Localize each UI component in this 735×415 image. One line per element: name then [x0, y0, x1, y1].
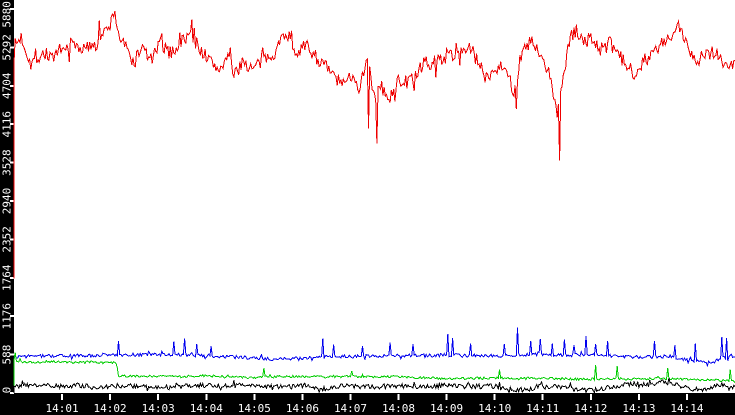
- black-series-line: [13, 377, 735, 395]
- y-axis-tick: [10, 46, 14, 49]
- y-axis-tick-label: 2352: [1, 226, 14, 253]
- y-axis-tick-label: 1764: [1, 264, 14, 291]
- y-axis-tick: [10, 8, 14, 10]
- y-axis-tick: [10, 84, 14, 87]
- blue-series-line: [13, 327, 735, 368]
- y-axis-tick: [10, 353, 14, 356]
- x-axis-tick-label: 14:03: [142, 402, 175, 415]
- x-axis-tick-label: 14:08: [382, 402, 415, 415]
- x-axis-tick-label: 14:09: [430, 402, 463, 415]
- x-axis-tick: [301, 394, 304, 400]
- x-axis-tick-label: 14:11: [526, 402, 559, 415]
- y-axis-tick-label: 5880: [1, 1, 14, 28]
- y-axis-tick: [10, 392, 14, 394]
- x-axis-tick: [541, 394, 544, 400]
- x-axis-tick: [109, 394, 112, 400]
- y-axis-tick-label: 3528: [1, 149, 14, 176]
- y-axis-tick-label: 4704: [1, 72, 14, 99]
- x-axis-tick-label: 14:01: [46, 402, 79, 415]
- y-axis-tick: [10, 123, 14, 126]
- y-axis-tick: [10, 238, 14, 241]
- x-axis-tick-label: 14:02: [94, 402, 127, 415]
- x-axis-tick: [205, 394, 208, 400]
- y-axis-tick-label: 4116: [1, 111, 14, 138]
- x-axis-tick-label: 14:10: [478, 402, 511, 415]
- green-series-line: [13, 352, 735, 393]
- y-axis-tick: [10, 200, 14, 202]
- x-axis-tick: [589, 394, 592, 400]
- x-axis-tick: [349, 394, 352, 400]
- x-axis-tick-label: 14:14: [670, 402, 703, 415]
- x-axis-tick: [253, 394, 256, 400]
- x-axis-tick: [445, 394, 448, 400]
- x-axis-tick-label: 14:05: [238, 402, 271, 415]
- x-axis-tick: [61, 394, 64, 400]
- x-axis-tick: [493, 394, 496, 400]
- y-axis-tick: [10, 161, 14, 164]
- x-axis-tick-label: 14:12: [574, 402, 607, 415]
- y-axis-tick-label: 0: [1, 387, 14, 394]
- y-axis-tick: [10, 276, 14, 279]
- x-axis-tick: [157, 394, 160, 400]
- x-axis-tick-label: 14:13: [622, 402, 655, 415]
- x-axis-tick: [637, 394, 640, 400]
- y-axis-tick-label: 588: [1, 345, 14, 365]
- y-axis-tick: [10, 315, 14, 318]
- y-axis-strip: [0, 0, 14, 415]
- x-axis-tick: [685, 394, 688, 400]
- x-axis-tick: [397, 394, 400, 400]
- y-axis-tick-label: 5292: [1, 34, 14, 61]
- x-axis-tick-label: 14:04: [190, 402, 223, 415]
- y-axis-tick-label: 2940: [1, 188, 14, 215]
- x-axis-tick-label: 14:07: [334, 402, 367, 415]
- x-axis-strip: [0, 393, 735, 415]
- y-axis-tick-label: 1176: [1, 303, 14, 330]
- x-axis-tick-label: 14:06: [286, 402, 319, 415]
- red-series-line: [13, 10, 735, 279]
